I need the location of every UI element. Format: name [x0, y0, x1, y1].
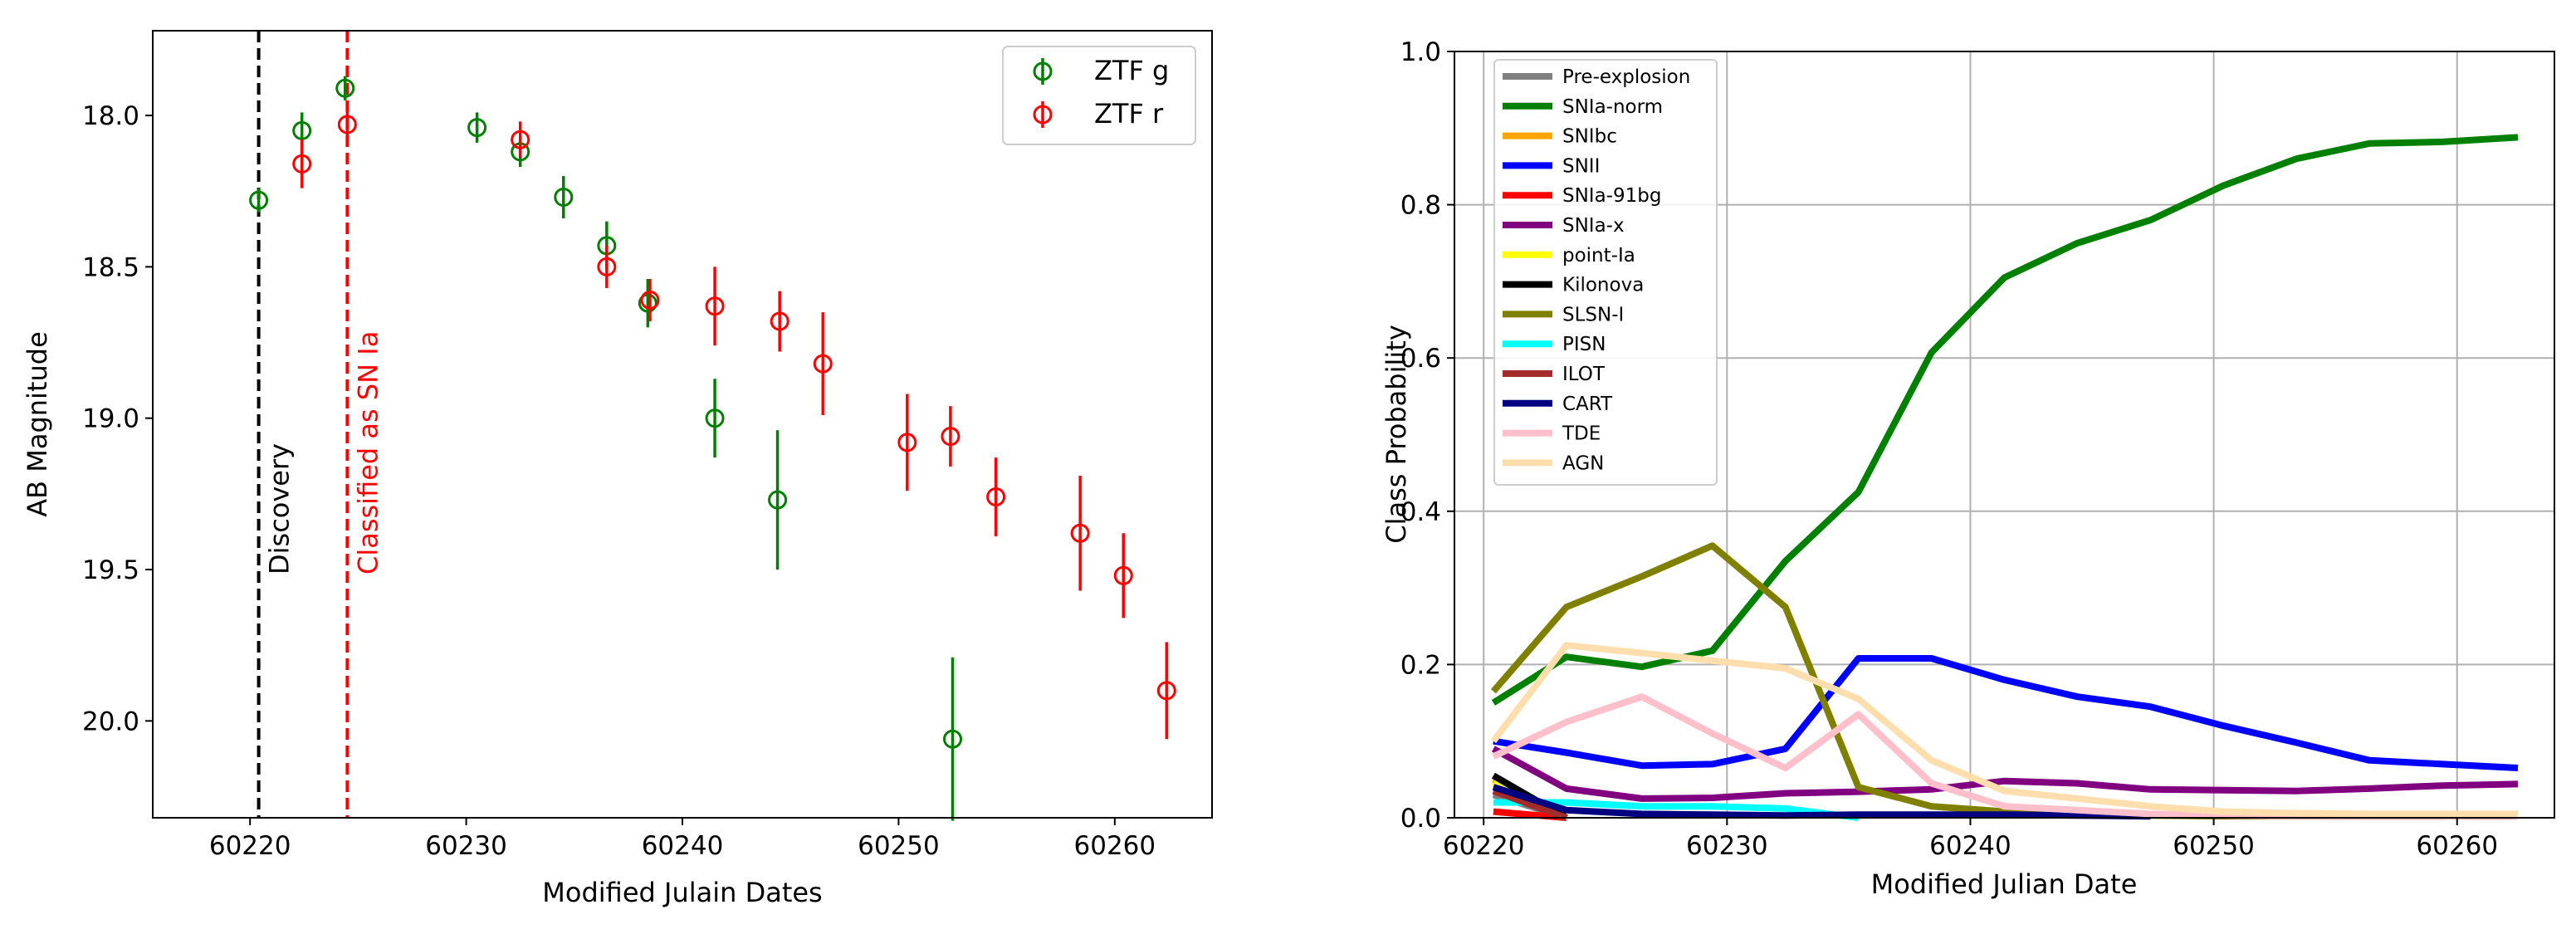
series-line-snia-x — [1491, 746, 2519, 802]
legend-point — [1033, 61, 1053, 81]
classification-xtick-label: 60220 — [1443, 831, 1525, 861]
ztf-r-point — [597, 257, 617, 276]
ztf-r-point — [941, 427, 961, 447]
ztf-r-point — [292, 154, 312, 174]
classification-lines — [1490, 134, 2519, 821]
legend-label-point-ia: point-Ia — [1562, 245, 1635, 267]
ztf-r-point — [1156, 681, 1176, 701]
legend-label-pre-explosion: Pre-explosion — [1562, 66, 1690, 88]
annotation-label-classified-as-sn-ia: Classified as SN Ia — [352, 331, 384, 575]
ztf-r-point — [640, 291, 660, 311]
classification-xtick-label: 60230 — [1686, 831, 1768, 861]
legend-label-snia-91bg: SNIa-91bg — [1562, 185, 1661, 207]
classification-xtick-label: 60240 — [1929, 831, 2011, 861]
ztf-r-point — [897, 433, 917, 452]
series-line-agn — [1490, 642, 2518, 818]
legend-marker-ztf-r — [1033, 101, 1053, 128]
classification-ytick-label: 0.2 — [1400, 650, 1441, 680]
light-curve-legend: ZTF g ZTF r — [1002, 46, 1196, 145]
classification-xlabel: Modified Julian Date — [1871, 868, 2138, 900]
legend-label-ilot: ILOT — [1562, 364, 1606, 385]
series-line-cart — [1492, 784, 2151, 820]
light-curve-ytick-label: 19.0 — [82, 404, 139, 434]
series-line-pisn — [1493, 799, 1860, 821]
annotation-label-discovery: Discovery — [264, 443, 296, 575]
ztf-r-point — [1070, 523, 1090, 543]
legend-label-kilonova: Kilonova — [1562, 275, 1644, 296]
series-line-snii — [1493, 655, 2519, 771]
legend-label-cart: CART — [1562, 394, 1613, 415]
series-line-ilot — [1492, 787, 1568, 821]
ztf-g-point — [335, 78, 355, 98]
legend-label-agn: AGN — [1562, 452, 1604, 474]
ztf-g-point — [554, 188, 574, 208]
ztf-g-point — [768, 490, 788, 510]
classification-legend-box — [1493, 59, 1718, 486]
ztf-g-point — [705, 408, 725, 428]
light-curve-ytick-label: 20.0 — [82, 707, 139, 736]
legend-point — [1033, 105, 1053, 125]
light-curve-xtick-label: 60260 — [1074, 831, 1156, 861]
classification-ylabel: Class Probability — [1381, 325, 1412, 544]
ztf-r-point — [511, 130, 530, 149]
classification-ytick-label: 0.8 — [1400, 191, 1441, 221]
ztf-g-point — [249, 190, 269, 210]
legend-label-snibc: SNIbc — [1562, 126, 1617, 148]
classification-legend: Pre-explosion SNIa-norm SNIbc SNII SNIa-91bg… — [1493, 59, 1718, 486]
ztf-g-point — [943, 729, 963, 749]
light-curve-xtick-label: 60250 — [858, 831, 940, 861]
legend-label-slsn-i: SLSN-I — [1562, 304, 1624, 325]
light-curve-marks: Discovery Classified as SN Ia — [249, 31, 1176, 821]
ztf-r-point — [1113, 565, 1133, 585]
ztf-g-point — [292, 120, 312, 140]
classification-ticks: 60220 60230 60240 60250 60260 0.0 0.2 0.4 0.6 0.8… — [1400, 37, 2498, 861]
series-line-snia-norm — [1491, 134, 2519, 706]
light-curve-ticks: 60220 60230 60240 60250 60260 18.0 18.5 19.0 19.… — [82, 101, 1156, 861]
legend-label-pisn: PISN — [1562, 334, 1606, 355]
legend-marker-ztf-g — [1033, 58, 1053, 85]
classification-axes-frame — [1454, 51, 2555, 819]
light-curve-panel: Discovery Classified as SN Ia 60220 60230 6… — [22, 30, 1213, 908]
ztf-r-point — [705, 296, 725, 316]
light-curve-ytick-label: 18.0 — [82, 101, 139, 131]
ztf-r-point — [337, 115, 357, 134]
ztf-r-point — [770, 311, 789, 331]
classification-ytick-label: 0.6 — [1400, 344, 1441, 374]
light-curve-ytick-label: 18.5 — [82, 252, 139, 282]
light-curve-xlabel: Modified Julain Dates — [542, 877, 822, 908]
light-curve-ytick-label: 19.5 — [82, 555, 139, 585]
legend-label-ztf-r: ZTF r — [1094, 98, 1164, 130]
light-curve-xtick-label: 60240 — [642, 831, 724, 861]
classification-xtick-label: 60260 — [2416, 831, 2498, 861]
light-curve-ylabel: AB Magnitude — [22, 331, 53, 517]
legend-label-snia-x: SNIa-x — [1562, 215, 1625, 237]
legend-label-snii: SNII — [1562, 155, 1600, 177]
classification-ytick-label: 1.0 — [1400, 37, 1441, 67]
legend-label-tde: TDE — [1562, 423, 1601, 445]
classification-xtick-label: 60250 — [2173, 831, 2255, 861]
legend-label-snia-norm: SNIa-norm — [1562, 96, 1663, 118]
classification-ytick-label: 0.4 — [1400, 497, 1441, 527]
classification-ytick-label: 0.0 — [1400, 804, 1441, 834]
ztf-g-point — [467, 118, 487, 138]
legend-label-ztf-g: ZTF g — [1094, 55, 1169, 86]
ztf-r-point — [813, 354, 833, 374]
light-curve-xtick-label: 60230 — [425, 831, 507, 861]
ztf-g-point — [638, 293, 657, 313]
light-curve-xtick-label: 60220 — [209, 831, 291, 861]
classification-panel: 60220 60230 60240 60250 60260 0.0 0.2 0.4 0.6 0.8… — [1381, 37, 2555, 900]
ztf-r-point — [986, 487, 1006, 507]
